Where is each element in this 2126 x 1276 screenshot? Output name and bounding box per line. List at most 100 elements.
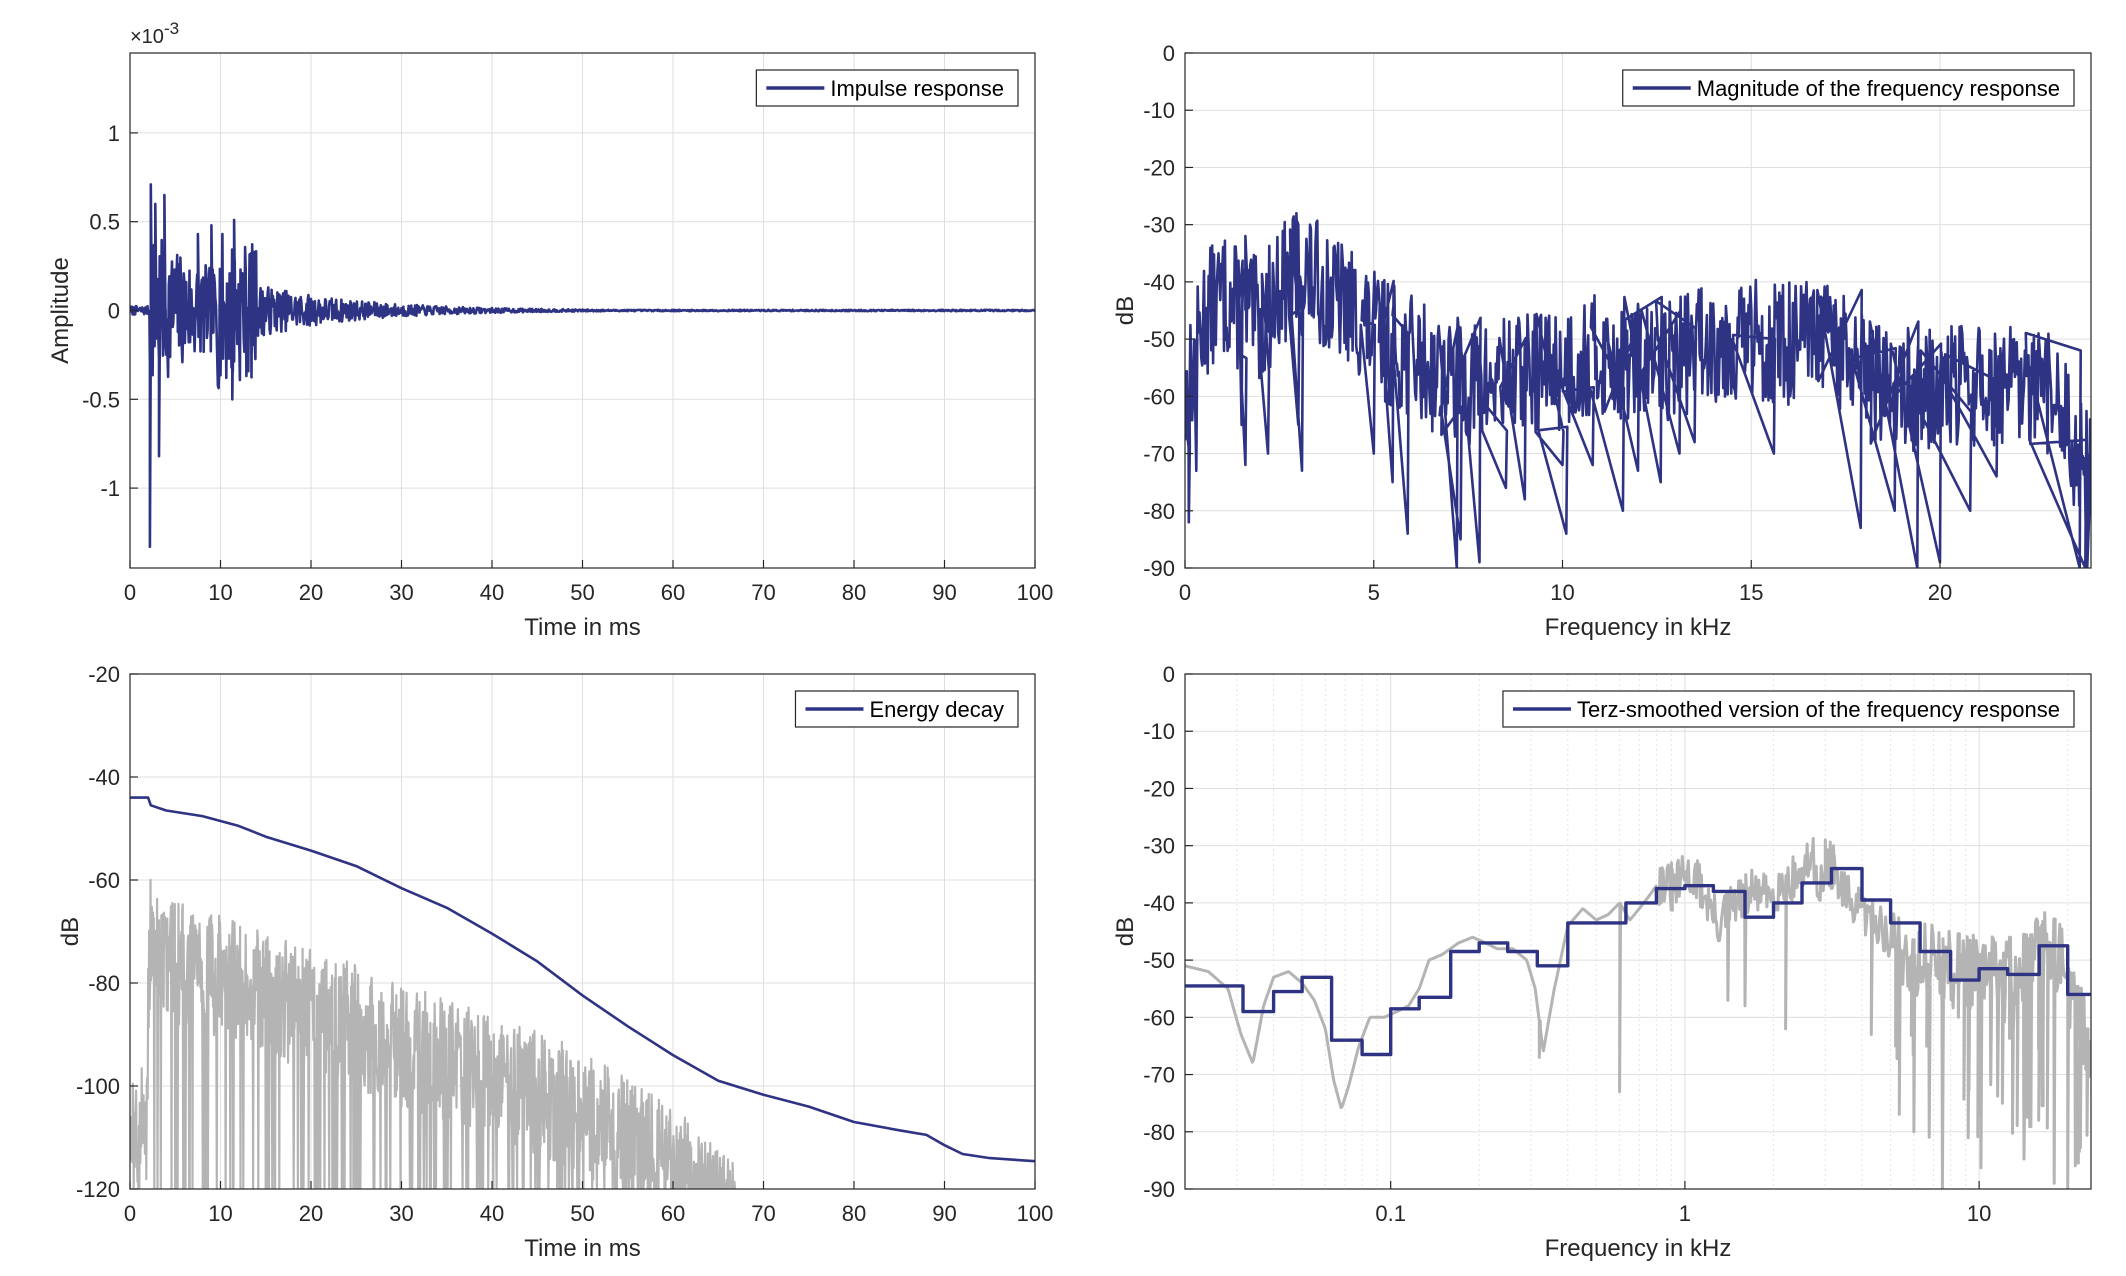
y-tick-label: -20 — [88, 662, 120, 687]
y-tick-label: -30 — [1143, 834, 1175, 859]
x-ticks: 0.1 1 10 — [1375, 1181, 1991, 1226]
y-tick-label: -70 — [1143, 1063, 1175, 1088]
y-tick-label: 0 — [1163, 41, 1175, 66]
chart-terz: 0.1 1 10 0 -10 -20 -30 -40 -50 -60 -70 -80 -90 Freque… — [1112, 662, 2092, 1262]
y-tick-label: -20 — [1143, 776, 1175, 801]
series-magnitude-of-the-frequency-response — [1185, 211, 2091, 568]
series-terz-smoothed-version-of-the-frequency-response — [1185, 866, 2091, 1057]
x-tick-label: 20 — [299, 1201, 323, 1226]
x-tick-label: 0.1 — [1375, 1201, 1406, 1226]
y-ticks: -1 -0.5 0 0.5 1 — [82, 121, 138, 501]
axes-frame — [1184, 52, 2092, 569]
x-tick-label: 20 — [299, 580, 323, 605]
x-tick-label: 70 — [751, 1201, 775, 1226]
y-tick-label: -120 — [76, 1177, 120, 1202]
y-tick-label: -100 — [76, 1074, 120, 1099]
y-tick-label: -90 — [1143, 556, 1175, 581]
x-ticks: 0 5 10 15 20 — [1179, 560, 1952, 605]
legend: Impulse response — [755, 69, 1019, 107]
plot-lines — [1185, 837, 2091, 1189]
y-tick-label: -40 — [1143, 891, 1175, 916]
y-tick-label: -0.5 — [82, 387, 120, 412]
x-tick-label: 10 — [208, 580, 232, 605]
series-background-1 — [130, 878, 737, 1189]
x-tick-label: 10 — [208, 1201, 232, 1226]
y-tick-label: -30 — [1143, 213, 1175, 238]
x-tick-label: 10 — [1550, 580, 1574, 605]
y-axis-label: dB — [1112, 917, 1139, 946]
x-tick-label: 10 — [1967, 1201, 1991, 1226]
x-tick-label: 0 — [124, 1201, 136, 1226]
y-tick-label: -1 — [100, 476, 120, 501]
x-tick-label: 15 — [1739, 580, 1763, 605]
x-tick-label: 80 — [842, 580, 866, 605]
x-tick-label: 5 — [1368, 580, 1380, 605]
y-tick-label: -10 — [1143, 98, 1175, 123]
x-tick-label: 80 — [842, 1201, 866, 1226]
y-tick-label: -90 — [1143, 1177, 1175, 1202]
series-impulse-response — [130, 183, 1035, 548]
x-axis-label: Frequency in kHz — [1545, 1235, 1732, 1262]
series-background-0 — [1185, 837, 2091, 1189]
legend-label: Energy decay — [869, 697, 1004, 722]
legend: Terz-smoothed version of the frequency r… — [1502, 690, 2075, 728]
x-axis-label: Time in ms — [524, 614, 640, 641]
grid — [1185, 673, 2091, 1190]
x-tick-label: 50 — [570, 580, 594, 605]
y-tick-label: -80 — [1143, 1120, 1175, 1145]
y-tick-label: -80 — [88, 971, 120, 996]
x-tick-label: 1 — [1679, 1201, 1691, 1226]
x-tick-label: 100 — [1017, 580, 1054, 605]
legend-label: Impulse response — [830, 76, 1004, 101]
y-ticks: 0 -10 -20 -30 -40 -50 -60 -70 -80 -90 — [1143, 662, 1193, 1202]
plot-area — [1185, 674, 2091, 1189]
x-tick-label: 0 — [1179, 580, 1191, 605]
y-tick-label: -20 — [1143, 155, 1175, 180]
chart-impulse: 0 10 20 30 40 50 60 70 80 90 100 -1 -0.5 0 0.5 1 Time in… — [47, 19, 1053, 641]
x-tick-label: 0 — [124, 580, 136, 605]
x-tick-label: 40 — [480, 580, 504, 605]
y-axis-label: Amplitude — [47, 257, 74, 364]
x-axis-label: Frequency in kHz — [1545, 614, 1732, 641]
x-ticks: 0 10 20 30 40 50 60 70 80 90 100 — [124, 560, 1053, 605]
y-tick-label: -80 — [1143, 499, 1175, 524]
x-tick-label: 50 — [570, 1201, 594, 1226]
y-tick-label: -10 — [1143, 719, 1175, 744]
y-tick-label: -60 — [88, 868, 120, 893]
chart-magnitude: 0 5 10 15 20 0 -10 -20 -30 -40 -50 -60 -70 -80 -90 Freq… — [1112, 41, 2092, 641]
legend: Energy decay — [794, 690, 1019, 728]
y-tick-label: -40 — [1143, 270, 1175, 295]
x-tick-label: 70 — [751, 580, 775, 605]
plot-lines — [1185, 211, 2091, 568]
y-axis-label: dB — [57, 917, 84, 946]
y-tick-label: 0.5 — [89, 210, 120, 235]
axes-frame — [1184, 673, 2092, 1190]
y-tick-label: 1 — [108, 121, 120, 146]
x-tick-label: 60 — [661, 1201, 685, 1226]
x-tick-label: 20 — [1928, 580, 1952, 605]
plot-lines — [130, 183, 1035, 548]
y-tick-label: 0 — [1163, 662, 1175, 687]
x-tick-label: 30 — [389, 1201, 413, 1226]
x-ticks: 0 10 20 30 40 50 60 70 80 90 100 — [124, 1181, 1053, 1226]
x-tick-label: 60 — [661, 580, 685, 605]
series-energy-decay — [130, 796, 1035, 1163]
y-ticks: 0 -10 -20 -30 -40 -50 -60 -70 -80 -90 — [1143, 41, 1193, 581]
x-tick-label: 30 — [389, 580, 413, 605]
legend: Magnitude of the frequency response — [1622, 69, 2075, 107]
y-tick-label: -70 — [1143, 442, 1175, 467]
y-ticks: -20 -40 -60 -80 -100 -120 — [76, 662, 138, 1202]
plot-lines — [130, 796, 1035, 1189]
y-tick-label: -40 — [88, 765, 120, 790]
axis-exponent-power: -3 — [164, 19, 179, 38]
legend-label: Terz-smoothed version of the frequency r… — [1577, 697, 2060, 722]
x-tick-label: 90 — [932, 580, 956, 605]
y-axis-label: dB — [1112, 296, 1139, 325]
chart-decay: 0 10 20 30 40 50 60 70 80 90 100 -20 -40 -60 -80 -100 -1… — [57, 662, 1053, 1262]
legend-box — [1622, 69, 2075, 107]
axis-exponent: ×10-3 — [130, 19, 179, 48]
y-tick-label: -50 — [1143, 327, 1175, 352]
y-tick-label: 0 — [108, 299, 120, 324]
x-tick-label: 40 — [480, 1201, 504, 1226]
